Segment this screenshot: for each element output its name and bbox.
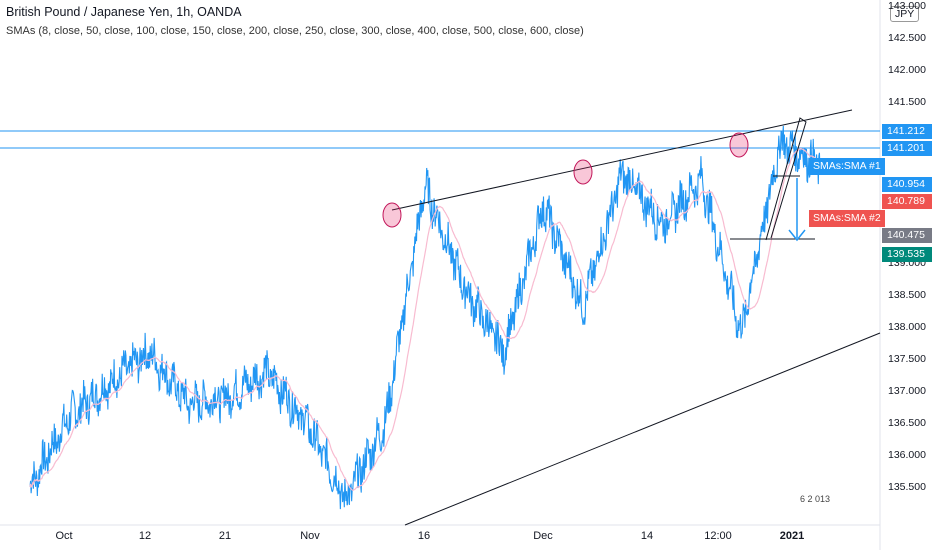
time-tick-label: Oct — [55, 530, 73, 542]
price-tick-label: 142.500 — [888, 32, 926, 45]
time-tick-label: Nov — [300, 530, 320, 542]
price-tag: 141.201 — [882, 141, 932, 156]
time-tick-label: 12 — [138, 530, 152, 542]
price-tick-label: 143.000 — [888, 0, 926, 13]
sma-label: SMAs:SMA #2 — [809, 210, 885, 227]
price-tag: 140.475 — [882, 228, 932, 243]
studies-legend[interactable]: SMAs (8, close, 50, close, 100, close, 1… — [6, 25, 584, 37]
time-tick-label: 12:00 — [704, 530, 732, 542]
time-tick-label: 16 — [417, 530, 431, 542]
touch-point-marker — [382, 202, 402, 228]
price-tick-label: 142.000 — [888, 64, 926, 77]
touch-point-marker — [729, 132, 749, 158]
price-series-line — [29, 125, 821, 510]
price-tick-label: 141.500 — [888, 96, 926, 109]
touch-point-marker — [573, 159, 593, 185]
price-tick-label: 136.500 — [888, 416, 926, 429]
price-tick-label: 137.500 — [888, 352, 926, 365]
price-tag: 140.954 — [882, 177, 932, 192]
price-tick-label: 138.000 — [888, 320, 926, 333]
price-tag: 140.789 — [882, 194, 932, 209]
lower-trendline — [404, 332, 881, 526]
symbol-title[interactable]: British Pound / Japanese Yen, 1h, OANDA — [6, 5, 242, 19]
wedge-pattern — [765, 117, 807, 241]
target-arrow-head — [788, 229, 806, 242]
time-tick-label: 14 — [640, 530, 654, 542]
sma-line — [29, 148, 821, 491]
upper-trendline — [391, 109, 853, 211]
price-tick-label: 138.500 — [888, 288, 926, 301]
price-tag: 139.535 — [882, 247, 932, 262]
time-tick-label: 2021 — [779, 530, 805, 542]
watermark-logo: 6 2 013 — [800, 494, 831, 504]
price-tag: 141.212 — [882, 124, 932, 139]
time-tick-label: 21 — [218, 530, 232, 542]
price-tick-label: 135.500 — [888, 480, 926, 493]
currency-badge[interactable]: JPY — [890, 6, 920, 22]
price-tick-label: 137.000 — [888, 384, 926, 397]
time-tick-label: Dec — [533, 530, 553, 542]
price-tick-label: 136.000 — [888, 448, 926, 461]
sma-label: SMAs:SMA #1 — [809, 158, 885, 175]
